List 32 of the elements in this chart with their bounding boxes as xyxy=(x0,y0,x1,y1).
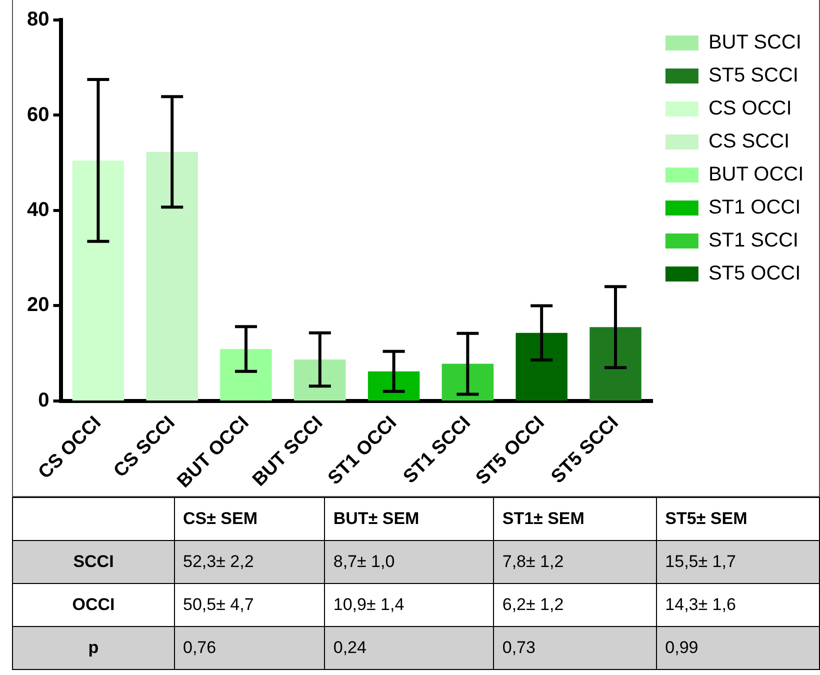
legend-label: CS OCCI xyxy=(708,98,792,120)
text: 0,24 xyxy=(333,638,366,657)
legend-label: ST5 SCCI xyxy=(708,64,798,87)
category-label: BUT± SEM xyxy=(324,498,494,540)
text: 10,9± 1,4 xyxy=(333,595,404,614)
category-label: p xyxy=(88,638,99,657)
y-tick-label: 40 xyxy=(26,198,50,221)
category-label: SCCI xyxy=(73,552,114,571)
category-label: ST1± SEM xyxy=(494,498,657,540)
legend-label: CS SCCI xyxy=(708,130,790,153)
text: 7,8± 1,2 xyxy=(502,552,564,571)
y-tick-label: 20 xyxy=(26,294,50,316)
text: 8,7± 1,0 xyxy=(333,552,395,571)
text: 0,76 xyxy=(183,638,216,657)
text: 50,5± 4,7 xyxy=(183,595,254,614)
text: 0,99 xyxy=(665,638,698,657)
y-tick-label: 80 xyxy=(26,8,50,31)
legend-label: ST1 SCCI xyxy=(708,230,798,252)
category-label: CS± SEM xyxy=(174,498,325,540)
text: 14,3± 1,6 xyxy=(665,595,736,614)
category-label: OCCI xyxy=(72,595,115,614)
y-tick-label: 60 xyxy=(26,104,50,126)
text: 0,73 xyxy=(502,638,536,657)
legend-label: BUT SCCI xyxy=(708,32,802,54)
legend-label: ST5 OCCI xyxy=(708,262,801,285)
text: 52,3± 2,2 xyxy=(183,552,254,571)
category-label: ST5± SEM xyxy=(656,498,820,540)
y-tick-label: 0 xyxy=(38,389,50,412)
text: 15,5± 1,7 xyxy=(665,552,736,571)
text: 6,2± 1,2 xyxy=(502,595,564,614)
legend-label: BUT OCCI xyxy=(708,164,804,186)
legend-label: ST1 OCCI xyxy=(708,196,801,219)
